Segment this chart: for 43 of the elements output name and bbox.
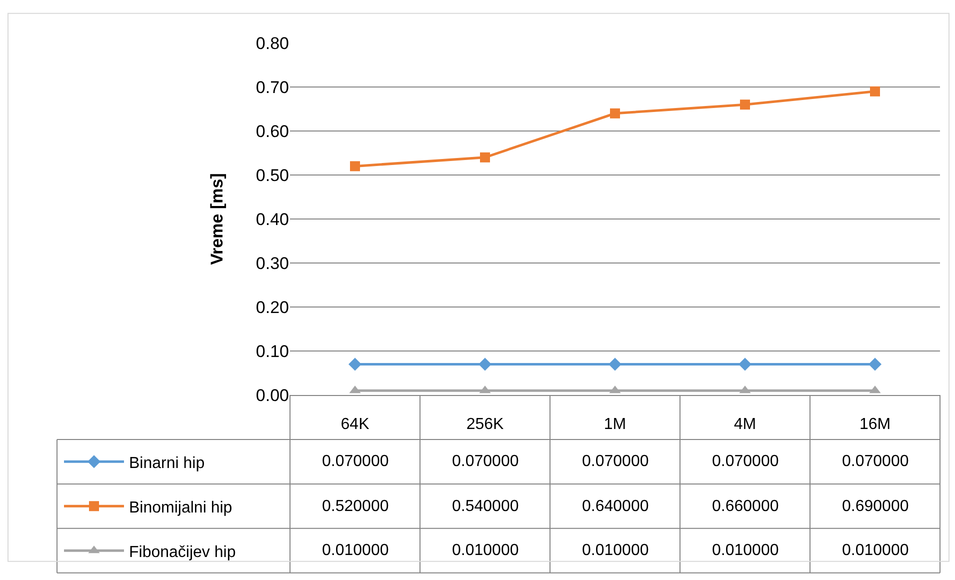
legend-label: Binomijalni hip bbox=[129, 499, 232, 516]
point bbox=[350, 161, 360, 172]
data-label: 0.690000 bbox=[842, 498, 909, 515]
data-label: 0.070000 bbox=[452, 453, 519, 470]
data-label: 0.070000 bbox=[582, 453, 649, 470]
y-tick-label: 0.40 bbox=[256, 210, 289, 229]
x-tick-label: 64K bbox=[340, 416, 370, 434]
x-tick-label: 4M bbox=[734, 416, 756, 434]
y-tick-label: 0.50 bbox=[256, 166, 289, 185]
data-label: 0.010000 bbox=[712, 542, 779, 559]
data-label: 0.070000 bbox=[322, 453, 389, 470]
point bbox=[478, 358, 492, 371]
data-label: 0.660000 bbox=[712, 498, 779, 515]
y-tick-label: 0.30 bbox=[256, 254, 289, 273]
point bbox=[870, 86, 880, 96]
point bbox=[608, 358, 622, 371]
point bbox=[610, 108, 620, 118]
legend-label: Binarni hip bbox=[129, 454, 205, 472]
x-tick-label: 256K bbox=[466, 416, 504, 434]
data-label: 0.070000 bbox=[842, 453, 909, 470]
legend-label: Fibonačijev hip bbox=[129, 544, 236, 561]
point bbox=[480, 152, 490, 162]
y-tick-label: 0.70 bbox=[256, 78, 289, 97]
point bbox=[738, 358, 752, 371]
data-label: 0.010000 bbox=[452, 542, 519, 559]
data-label: 0.070000 bbox=[712, 453, 779, 470]
point bbox=[348, 358, 362, 371]
data-label: 0.010000 bbox=[582, 542, 649, 559]
data-label: 0.520000 bbox=[322, 498, 389, 515]
data-label: 0.010000 bbox=[322, 542, 389, 559]
data-label: 0.540000 bbox=[452, 498, 519, 515]
y-axis-title: Vreme [ms] bbox=[207, 173, 226, 265]
y-tick-label: 0.20 bbox=[256, 298, 289, 317]
point bbox=[868, 358, 882, 371]
x-tick-label: 1M bbox=[604, 416, 626, 434]
y-tick-label: 0.10 bbox=[256, 342, 289, 361]
data-label: 0.640000 bbox=[582, 498, 649, 515]
x-tick-label: 16M bbox=[859, 416, 891, 434]
point bbox=[740, 100, 750, 110]
y-tick-label: 0.60 bbox=[256, 122, 289, 141]
data-label: 0.010000 bbox=[842, 542, 909, 559]
y-tick-label: 0.80 bbox=[256, 34, 289, 53]
y-tick-label: 0.00 bbox=[256, 386, 289, 405]
